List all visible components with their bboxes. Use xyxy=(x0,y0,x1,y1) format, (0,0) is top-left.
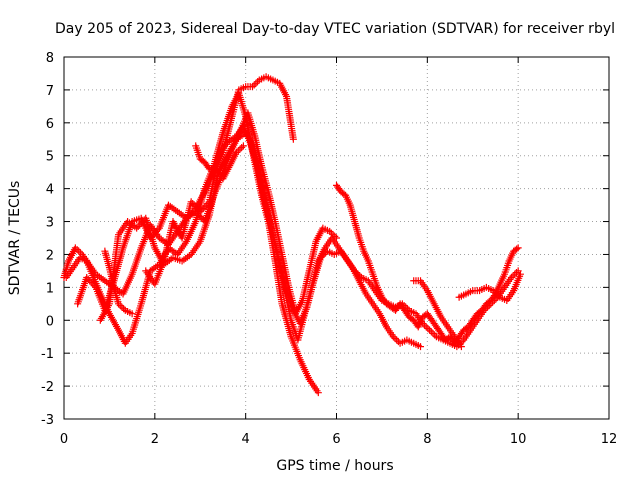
data-point xyxy=(192,203,200,211)
data-point xyxy=(236,145,244,153)
data-point xyxy=(493,290,501,298)
data-point xyxy=(128,310,136,318)
data-point xyxy=(86,277,94,285)
data-point xyxy=(136,221,144,229)
y-tick-label: -1 xyxy=(41,347,54,362)
data-point xyxy=(120,305,128,313)
y-tick-label: -3 xyxy=(41,413,54,428)
data-point xyxy=(431,331,439,339)
series-arc-5 xyxy=(142,122,425,351)
data-point xyxy=(152,227,160,235)
x-axis-label: GPS time / hours xyxy=(276,458,393,474)
x-axis: 0 2 4 6 8 10 12 xyxy=(60,57,617,447)
data-point xyxy=(115,300,122,308)
data-point xyxy=(254,78,262,86)
data-point xyxy=(514,244,522,252)
data-point xyxy=(422,323,430,331)
data-point xyxy=(199,204,207,212)
data-point xyxy=(457,343,465,351)
data-point xyxy=(139,218,147,226)
data-point xyxy=(198,214,206,222)
chart-title: Day 205 of 2023, Sidereal Day-to-day VTE… xyxy=(55,21,615,37)
series-arc-7 xyxy=(410,277,465,351)
y-tick-label: 6 xyxy=(46,117,54,132)
data-point xyxy=(201,203,209,211)
series-arc-6 xyxy=(333,181,522,347)
y-axis-label: SDTVAR / TECUs xyxy=(7,181,23,296)
data-point xyxy=(84,275,92,283)
data-point xyxy=(238,144,246,151)
data-point xyxy=(134,222,142,230)
data-point xyxy=(239,142,247,150)
x-tick-label: 0 xyxy=(60,432,68,447)
data-point xyxy=(189,199,197,207)
data-point xyxy=(87,278,95,286)
x-tick-label: 8 xyxy=(423,432,431,447)
data-point xyxy=(187,198,195,206)
x-tick-label: 10 xyxy=(510,432,527,447)
data-point xyxy=(89,280,97,288)
series-arc-10 xyxy=(101,247,136,318)
data-point xyxy=(509,272,517,280)
data-point xyxy=(198,206,206,214)
y-tick-label: 0 xyxy=(46,314,54,329)
data-point xyxy=(491,288,499,296)
data-point xyxy=(248,83,256,91)
data-point xyxy=(494,292,502,300)
y-tick-label: 2 xyxy=(46,248,54,263)
data-point xyxy=(154,226,162,234)
data-point xyxy=(83,273,91,281)
y-tick-label: 1 xyxy=(46,281,54,296)
data-point xyxy=(252,79,260,87)
data-point xyxy=(429,329,437,337)
y-tick-label: 4 xyxy=(46,183,54,198)
data-point xyxy=(71,244,79,252)
series-arc-9 xyxy=(192,142,247,183)
x-tick-label: 4 xyxy=(242,432,250,447)
data-point xyxy=(75,247,83,255)
data-point xyxy=(250,81,258,89)
x-tick-label: 12 xyxy=(601,432,618,447)
data-point xyxy=(202,201,210,209)
data-point xyxy=(133,224,141,232)
x-tick-label: 6 xyxy=(332,432,340,447)
data-point xyxy=(516,270,524,278)
data-point xyxy=(512,269,520,277)
data-point xyxy=(234,147,242,155)
data-point xyxy=(326,227,334,235)
data-point xyxy=(489,287,497,295)
series-arc-8 xyxy=(455,270,524,305)
data-point xyxy=(389,333,397,341)
y-tick-label: 8 xyxy=(46,51,54,66)
data-point xyxy=(427,328,435,336)
data-point xyxy=(289,135,297,143)
data-points xyxy=(60,73,524,397)
y-tick-label: 5 xyxy=(46,150,54,165)
data-point xyxy=(204,163,212,171)
data-point xyxy=(507,273,515,281)
data-point xyxy=(513,245,521,253)
data-point xyxy=(190,201,198,209)
data-point xyxy=(204,199,212,207)
data-point xyxy=(233,148,241,156)
data-point xyxy=(118,303,126,311)
y-tick-label: 3 xyxy=(46,216,54,231)
data-point xyxy=(424,325,432,332)
data-point xyxy=(193,204,201,212)
data-point xyxy=(196,208,204,216)
data-point xyxy=(426,326,434,334)
x-tick-label: 2 xyxy=(151,432,159,447)
data-point xyxy=(116,301,124,309)
data-point xyxy=(314,389,322,397)
data-point xyxy=(417,343,425,351)
y-tick-label: -2 xyxy=(41,380,54,395)
data-point xyxy=(391,334,399,342)
data-point xyxy=(137,219,145,227)
y-axis: -3 -2 -1 0 1 2 3 4 5 6 7 8 xyxy=(41,51,609,428)
y-tick-label: 7 xyxy=(46,84,54,99)
data-point xyxy=(90,282,98,290)
data-point xyxy=(393,336,401,344)
data-point xyxy=(73,246,81,254)
